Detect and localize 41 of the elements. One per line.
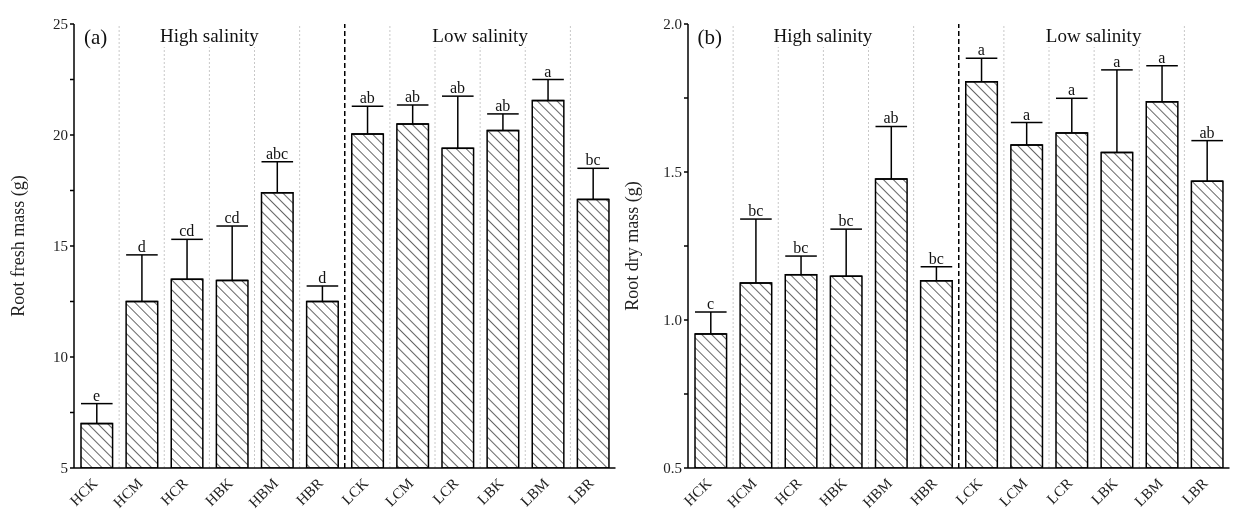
y-axis-title: Root fresh mass (g)	[8, 175, 30, 317]
annotation: High salinity	[773, 25, 873, 47]
annotation: bc	[747, 202, 763, 220]
annotation: ab	[359, 89, 375, 107]
annotation: d	[137, 237, 146, 255]
annotation: a	[1157, 48, 1165, 66]
annotation: cd	[179, 222, 195, 240]
annotation: ab	[883, 109, 899, 127]
annotation: ab	[495, 96, 511, 114]
annotation: ab	[1198, 123, 1214, 141]
y-tick-label: 2.0	[662, 16, 682, 33]
y-tick-label: 0.5	[662, 460, 682, 477]
annotation: a	[977, 41, 985, 59]
annotation: e	[93, 386, 101, 404]
annotation: bc	[792, 239, 808, 257]
y-tick-label: 15	[53, 238, 68, 255]
annotation: Low salinity	[1045, 25, 1142, 47]
annotation: a	[544, 62, 552, 80]
y-tick-label: 1.5	[662, 164, 682, 181]
y-tick-label: 10	[53, 349, 68, 366]
y-tick-label: 5	[60, 460, 68, 477]
y-tick-label: 1.0	[662, 312, 682, 329]
annotation: High salinity	[160, 25, 259, 47]
annotation: cd	[224, 209, 240, 227]
annotation: bc	[837, 212, 853, 230]
annotation: a	[1022, 105, 1030, 123]
annotation: bc	[928, 249, 944, 267]
annotation: c	[706, 295, 714, 313]
annotation: d	[318, 268, 327, 286]
y-axis-title: Root dry mass (g)	[621, 181, 643, 311]
annotation: a	[1112, 52, 1120, 70]
annotation: abc	[265, 144, 289, 162]
annotation: bc	[585, 151, 601, 169]
annotation: ab	[404, 88, 420, 106]
annotation: a	[1067, 81, 1075, 99]
y-tick-label: 20	[53, 127, 68, 144]
annotation: (b)	[697, 25, 722, 50]
annotation: Low salinity	[432, 25, 528, 47]
annotation: ab	[450, 79, 466, 97]
y-tick-label: 25	[53, 16, 68, 33]
annotation: (a)	[84, 25, 108, 50]
